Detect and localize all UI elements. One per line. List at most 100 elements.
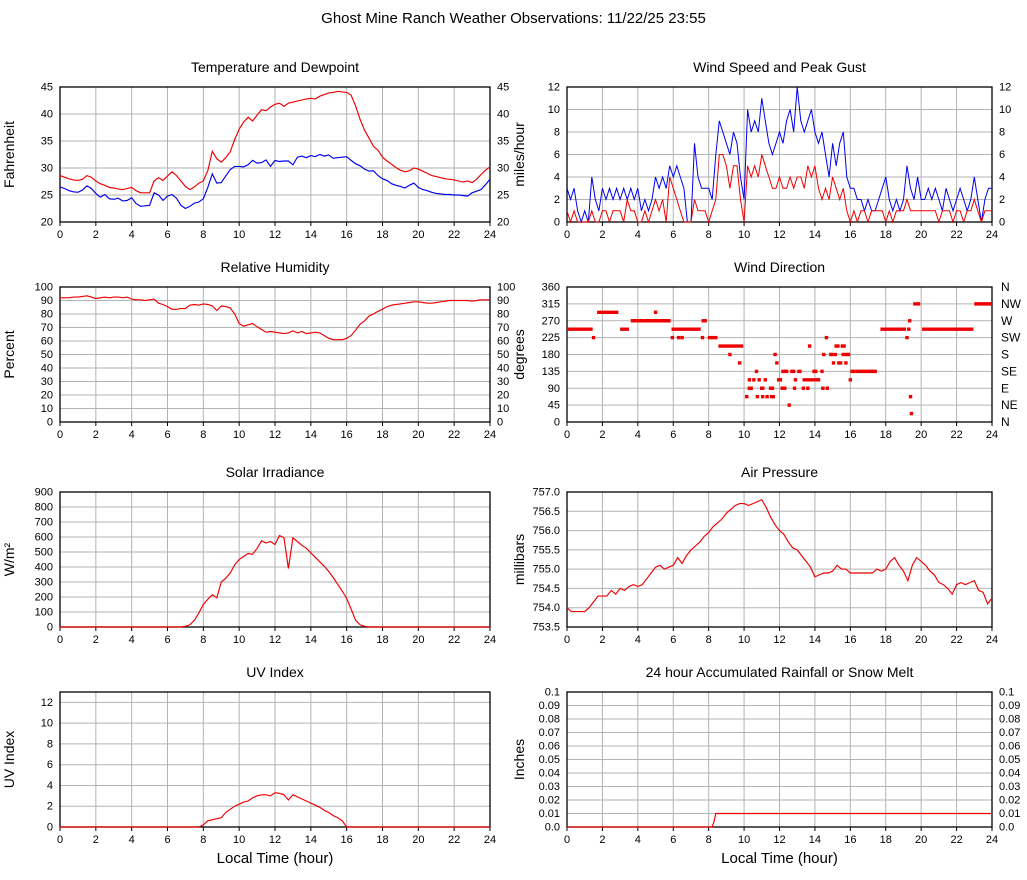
svg-text:20: 20 [41,217,53,229]
svg-text:20: 20 [915,429,927,441]
svg-text:4: 4 [999,172,1005,184]
svg-text:14: 14 [809,634,821,646]
svg-text:500: 500 [35,547,53,559]
svg-text:0.03: 0.03 [999,781,1020,793]
svg-text:24: 24 [484,229,496,241]
svg-text:80: 80 [497,309,509,321]
svg-text:8: 8 [200,834,206,846]
chart-relative-humidity: 0 2 4 6 8 10 12 14 16 18 20 22 24 0 0 10 10 20 20 30 30 40 40 5… [0,255,517,455]
svg-text:600: 600 [35,532,53,544]
svg-text:20: 20 [915,834,927,846]
svg-text:16: 16 [341,634,353,646]
svg-text:6: 6 [164,229,170,241]
svg-text:14: 14 [809,429,821,441]
svg-text:12: 12 [548,82,560,94]
chart-svg-rainfall: 0 2 4 6 8 10 12 14 16 18 20 22 240.0 0.00.01 0.010.02 0… [511,664,1020,867]
svg-text:10: 10 [999,104,1011,116]
svg-text:757.0: 757.0 [532,487,560,499]
svg-text:10: 10 [738,634,750,646]
svg-text:14: 14 [809,834,821,846]
svg-text:400: 400 [35,562,53,574]
svg-text:360: 360 [542,282,560,294]
svg-text:6: 6 [47,759,53,771]
svg-text:4: 4 [129,634,135,646]
svg-text:20: 20 [412,634,424,646]
svg-text:0.07: 0.07 [539,727,560,739]
svg-text:800: 800 [35,502,53,514]
svg-text:6: 6 [164,634,170,646]
svg-text:10: 10 [233,229,245,241]
svg-text:22: 22 [448,634,460,646]
svg-text:Solar Irradiance: Solar Irradiance [226,464,325,480]
svg-text:20: 20 [915,634,927,646]
svg-text:10: 10 [233,429,245,441]
svg-text:25: 25 [41,190,53,202]
svg-text:8: 8 [706,429,712,441]
svg-text:Temperature and Dewpoint: Temperature and Dewpoint [191,59,359,75]
svg-text:0.05: 0.05 [999,754,1020,766]
page-title: Ghost Mine Ranch Weather Observations: 1… [321,10,706,27]
svg-text:0.1: 0.1 [545,687,560,699]
svg-text:2: 2 [599,229,605,241]
svg-text:755.0: 755.0 [532,564,560,576]
svg-text:180: 180 [542,349,560,361]
svg-text:0.06: 0.06 [999,741,1020,753]
svg-text:80: 80 [41,309,53,321]
svg-text:0: 0 [47,417,53,429]
svg-text:0.02: 0.02 [539,795,560,807]
svg-text:0.0: 0.0 [999,822,1014,834]
chart-svg-solar-irradiance: 0 2 4 6 8 10 12 14 16 18 20 22 240100200300400500600… [1,464,496,646]
svg-text:SW: SW [1001,331,1021,345]
svg-text:100: 100 [497,282,515,294]
svg-text:22: 22 [950,634,962,646]
svg-text:millibars: millibars [511,534,527,585]
svg-text:4: 4 [47,780,53,792]
svg-text:12: 12 [41,697,53,709]
svg-text:0.1: 0.1 [999,687,1014,699]
svg-text:W: W [1001,314,1013,328]
chart-uv-index: 0 2 4 6 8 10 12 14 16 18 20 22 24 0 2 4 6 8 10 12 UV Index UV… [0,660,517,878]
svg-text:700: 700 [35,517,53,529]
svg-text:Percent: Percent [1,330,17,378]
svg-text:4: 4 [554,172,560,184]
svg-text:Wind Direction: Wind Direction [734,259,825,275]
svg-text:8: 8 [706,834,712,846]
svg-text:10: 10 [497,403,509,415]
svg-text:14: 14 [305,834,317,846]
svg-text:10: 10 [548,104,560,116]
svg-text:753.5: 753.5 [532,622,560,634]
svg-text:18: 18 [376,834,388,846]
svg-text:16: 16 [844,429,856,441]
svg-text:S: S [1001,348,1009,362]
svg-text:50: 50 [497,349,509,361]
svg-text:10: 10 [233,834,245,846]
svg-text:22: 22 [448,229,460,241]
svg-text:60: 60 [497,336,509,348]
svg-text:24: 24 [484,834,496,846]
svg-text:Inches: Inches [511,739,527,780]
svg-text:40: 40 [41,109,53,121]
svg-text:2: 2 [47,801,53,813]
svg-text:200: 200 [35,592,53,604]
svg-text:754.0: 754.0 [532,602,560,614]
svg-text:6: 6 [164,834,170,846]
svg-text:6: 6 [164,429,170,441]
svg-text:22: 22 [448,834,460,846]
svg-text:0.08: 0.08 [999,714,1020,726]
svg-text:24 hour Accumulated Rainfall o: 24 hour Accumulated Rainfall or Snow Mel… [646,664,914,680]
svg-text:2: 2 [999,194,1005,206]
svg-text:0.09: 0.09 [539,700,560,712]
svg-text:6: 6 [999,149,1005,161]
svg-text:8: 8 [47,738,53,750]
svg-text:6: 6 [670,634,676,646]
svg-text:18: 18 [376,429,388,441]
svg-text:90: 90 [41,295,53,307]
svg-text:0.04: 0.04 [999,768,1020,780]
svg-text:0: 0 [564,429,570,441]
svg-text:16: 16 [341,429,353,441]
svg-text:0.03: 0.03 [539,781,560,793]
svg-text:0.09: 0.09 [999,700,1020,712]
